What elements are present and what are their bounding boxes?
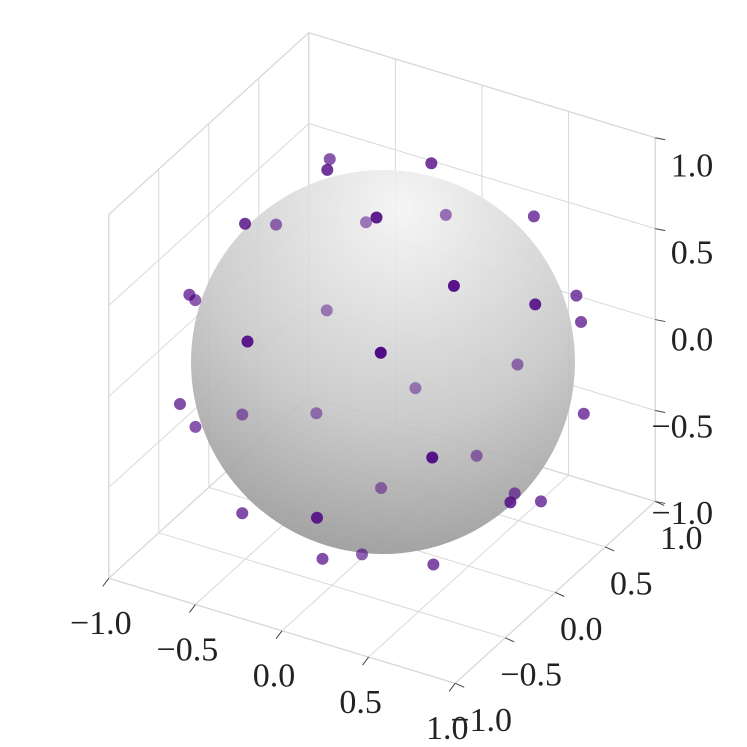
points [173, 153, 590, 571]
point [534, 495, 547, 508]
grid-line [158, 532, 506, 639]
point [316, 552, 329, 565]
y-tick-label: −1.0 [450, 702, 512, 739]
point [447, 279, 460, 292]
point [426, 451, 439, 464]
point [323, 153, 336, 166]
point [375, 482, 388, 495]
z-tick [655, 500, 666, 504]
y-tick-label: 0.0 [560, 611, 603, 648]
point [189, 420, 202, 433]
z-tick-label: 1.0 [671, 148, 714, 185]
z-tick-label: −1.0 [652, 495, 714, 532]
point [310, 407, 323, 420]
x-tick [362, 656, 370, 666]
point [425, 157, 438, 170]
point [527, 210, 540, 223]
point [575, 315, 588, 328]
point [374, 346, 387, 359]
grid-line [108, 32, 310, 215]
grid-line [308, 32, 656, 139]
point [470, 449, 483, 462]
grid-line [308, 123, 656, 230]
point [321, 163, 334, 176]
point [173, 398, 186, 411]
x-tick-label: 0.5 [339, 684, 382, 721]
y-tick [604, 546, 615, 552]
point [439, 208, 452, 221]
point [320, 304, 333, 317]
point [356, 548, 368, 561]
point [370, 211, 383, 224]
point [427, 558, 440, 571]
z-tick [655, 319, 666, 323]
point [570, 289, 583, 302]
point [189, 294, 202, 307]
point [577, 407, 590, 420]
y-tick [554, 591, 565, 597]
point [270, 218, 283, 231]
y-tick-label: 0.5 [610, 566, 653, 603]
point [239, 217, 252, 230]
point [360, 216, 373, 229]
z-tick [655, 228, 666, 232]
z-tick-label: 0.0 [671, 321, 714, 358]
point [310, 511, 323, 524]
y-tick [454, 682, 465, 688]
point [236, 408, 249, 421]
x-tick-label: −1.0 [70, 605, 132, 642]
y-tick [504, 637, 515, 643]
x-tick-label: −0.5 [157, 631, 219, 668]
x-tick [102, 577, 110, 587]
point [529, 298, 542, 311]
x-tick [188, 604, 196, 613]
grid-line [108, 123, 310, 306]
point [236, 507, 249, 520]
y-tick-label: 1.0 [660, 520, 703, 557]
x-tick [448, 682, 456, 692]
point [409, 382, 422, 395]
x-tick-label: 0.0 [253, 658, 296, 695]
z-tick [655, 410, 666, 413]
z-tick-label: −0.5 [652, 408, 714, 445]
point [511, 358, 524, 371]
x-tick-label: 1.0 [426, 710, 469, 747]
x-tick [275, 630, 283, 640]
y-tick-label: −0.5 [500, 657, 562, 694]
point [504, 496, 517, 509]
z-tick-label: 0.5 [671, 234, 714, 271]
z-tick [655, 137, 666, 141]
point [508, 487, 521, 500]
point [241, 335, 254, 348]
